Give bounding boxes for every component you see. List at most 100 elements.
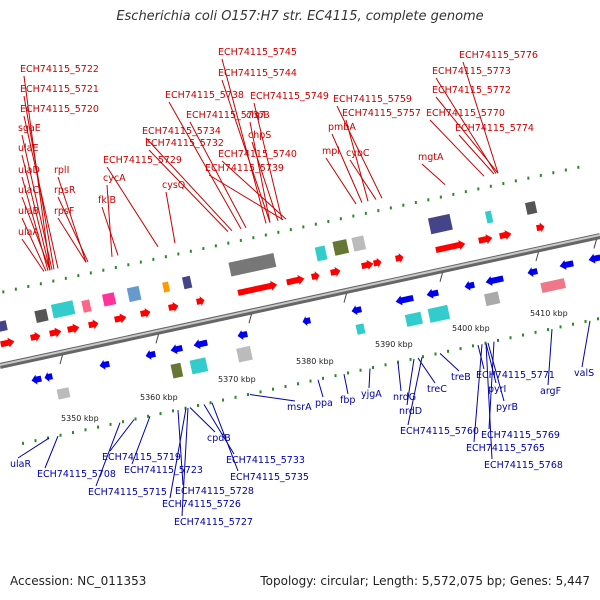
forward-gene-label: rpsR xyxy=(54,185,76,196)
forward-gene-label: ECH74115_5739 xyxy=(205,163,284,174)
scale-label: 5370 kbp xyxy=(218,375,256,384)
gene-feature-box xyxy=(355,323,366,335)
forward-gene-label: ECH74115_5729 xyxy=(103,155,182,166)
inner-track-dot xyxy=(322,376,325,380)
scale-tick xyxy=(439,272,443,282)
inner-track-dot xyxy=(372,366,375,370)
inner-track-dot xyxy=(447,349,450,353)
outer-track-dot xyxy=(52,279,55,283)
inner-track-dot xyxy=(334,374,337,378)
gene-feature-box xyxy=(540,278,566,293)
outer-track-dot xyxy=(402,203,405,207)
forward-gene-arrow xyxy=(395,253,404,263)
reverse-gene-label: ECH74115_5771 xyxy=(476,370,555,381)
outer-track-dot xyxy=(239,238,242,242)
reverse-gene-arrow xyxy=(559,260,574,270)
reverse-gene-label: nrdG xyxy=(393,392,416,403)
reverse-gene-label: ECH74115_5726 xyxy=(162,499,241,510)
outer-track-dot xyxy=(564,168,567,172)
forward-gene-arrow xyxy=(286,274,305,286)
inner-track-dot xyxy=(509,336,512,340)
inner-track-dot xyxy=(97,425,100,429)
outer-track-dot xyxy=(264,233,267,237)
outer-track-dot xyxy=(377,209,380,213)
forward-gene-leader xyxy=(208,174,284,221)
gene-feature-box xyxy=(314,245,328,262)
outer-track-dot xyxy=(427,198,430,202)
accession-label: Accession: NC_011353 xyxy=(10,574,147,588)
reverse-gene-leader xyxy=(203,404,235,455)
forward-gene-label: ECH74115_5745 xyxy=(218,47,297,58)
forward-gene-label: mpl xyxy=(322,146,340,157)
inner-track-dot xyxy=(184,406,187,410)
outer-track-dot xyxy=(177,252,180,256)
reverse-gene-label: msrA xyxy=(287,402,312,413)
inner-track-dot xyxy=(34,439,37,443)
inner-track-dot xyxy=(222,398,225,402)
reverse-gene-leader xyxy=(368,368,371,389)
outer-track-dot xyxy=(289,228,292,232)
outer-track-dot xyxy=(352,214,355,218)
forward-gene-arrow xyxy=(140,308,151,318)
gene-feature-box xyxy=(427,304,451,323)
forward-gene-label: ECH74115_5759 xyxy=(333,94,412,105)
reverse-gene-label: valS xyxy=(574,368,594,379)
inner-track-dot xyxy=(597,317,600,321)
inner-track-dot xyxy=(72,431,75,435)
reverse-gene-label: treC xyxy=(427,384,447,395)
reverse-gene-arrow xyxy=(426,288,439,299)
reverse-gene-leader xyxy=(547,329,553,386)
reverse-gene-label: cpdB xyxy=(207,433,231,444)
inner-track-dot xyxy=(134,417,137,421)
scale-label: 5380 kbp xyxy=(296,357,334,366)
outer-track-dot xyxy=(227,241,230,245)
gene-feature-box xyxy=(0,320,8,334)
forward-gene-label: pmbA xyxy=(328,122,356,133)
forward-gene-leader xyxy=(21,217,47,272)
gene-feature-box xyxy=(126,285,142,303)
outer-track-dot xyxy=(214,244,217,248)
reverse-gene-label: ECH74115_5727 xyxy=(174,517,253,528)
scale-label: 5410 kbp xyxy=(530,309,568,318)
forward-gene-leader xyxy=(221,160,287,220)
inner-track-dot xyxy=(172,409,175,413)
reverse-gene-label: ECH74115_5760 xyxy=(400,426,479,437)
reverse-gene-leader xyxy=(17,437,50,459)
outer-track-dot xyxy=(277,230,280,234)
outer-track-dot xyxy=(114,266,117,270)
genome-backbone-highlight xyxy=(0,234,600,366)
outer-track-dot xyxy=(339,217,342,221)
outer-track-dot xyxy=(77,274,80,278)
forward-gene-label: chpB xyxy=(246,110,270,121)
reverse-gene-leader xyxy=(109,419,135,452)
forward-gene-leader xyxy=(349,159,377,200)
scale-tick xyxy=(248,314,252,324)
forward-gene-leader xyxy=(421,163,446,186)
inner-track-dot xyxy=(347,371,350,375)
forward-gene-leader xyxy=(23,115,59,269)
forward-gene-label: ulaB xyxy=(18,206,39,217)
forward-gene-label: rpsF xyxy=(54,206,74,217)
reverse-gene-arrow xyxy=(395,295,414,306)
reverse-gene-leader xyxy=(249,393,296,402)
forward-gene-leader xyxy=(106,166,159,248)
forward-gene-label: ulaE xyxy=(18,143,38,154)
forward-gene-arrow xyxy=(30,331,41,342)
forward-gene-label: ECH74115_5744 xyxy=(218,68,297,79)
inner-track-dot xyxy=(159,412,162,416)
inner-track-dot xyxy=(22,441,25,445)
forward-gene-label: mgtA xyxy=(418,152,444,163)
forward-gene-label: ECH74115_5721 xyxy=(20,84,99,95)
outer-track-dot xyxy=(502,182,505,186)
forward-gene-arrow xyxy=(499,230,512,240)
inner-track-dot xyxy=(422,355,425,359)
gene-feature-box xyxy=(34,308,49,323)
forward-gene-leader xyxy=(336,105,383,199)
inner-track-dot xyxy=(47,436,50,440)
reverse-gene-leader xyxy=(189,407,216,433)
forward-gene-label: ECH74115_5737 xyxy=(186,110,265,121)
forward-gene-leader xyxy=(253,102,283,221)
reverse-gene-arrow xyxy=(145,350,156,360)
outer-track-dot xyxy=(89,271,92,275)
inner-track-dot xyxy=(572,322,575,326)
